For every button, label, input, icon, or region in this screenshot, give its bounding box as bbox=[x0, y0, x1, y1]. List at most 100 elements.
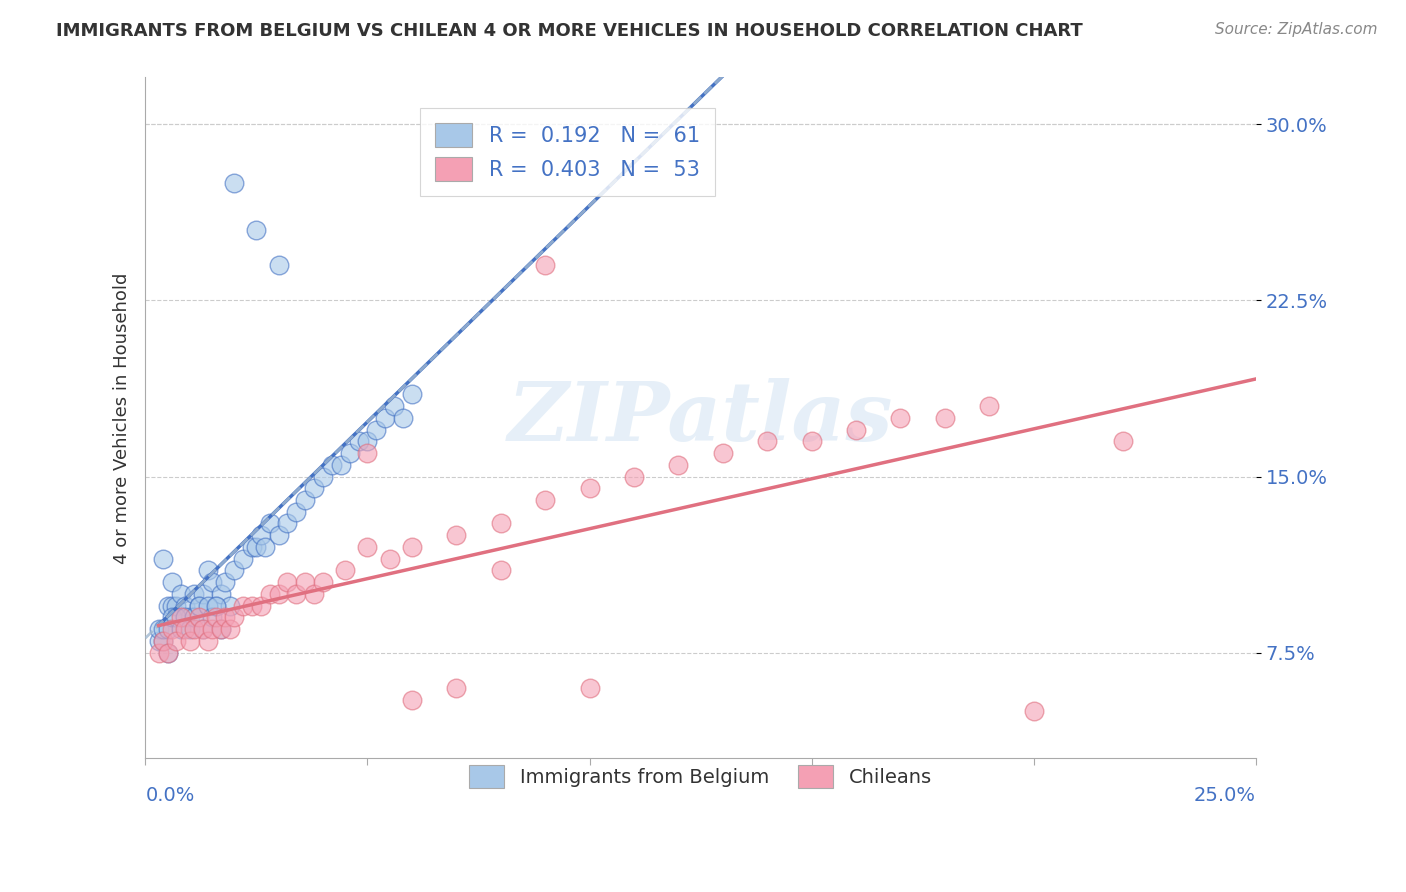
Point bbox=[240, 599, 263, 613]
Point bbox=[356, 434, 378, 449]
Point bbox=[197, 599, 219, 613]
Point bbox=[889, 410, 911, 425]
Point bbox=[276, 575, 298, 590]
Point bbox=[800, 434, 823, 449]
Point bbox=[578, 681, 600, 695]
Point bbox=[174, 599, 197, 613]
Point bbox=[179, 633, 201, 648]
Point bbox=[245, 223, 267, 237]
Point bbox=[446, 681, 468, 695]
Point bbox=[285, 505, 308, 519]
Point bbox=[187, 610, 209, 624]
Point bbox=[489, 516, 512, 531]
Y-axis label: 4 or more Vehicles in Household: 4 or more Vehicles in Household bbox=[114, 272, 131, 564]
Point bbox=[489, 563, 512, 577]
Point bbox=[302, 481, 325, 495]
Point bbox=[979, 399, 1001, 413]
Point bbox=[259, 587, 281, 601]
Point bbox=[711, 446, 734, 460]
Point bbox=[148, 646, 170, 660]
Point bbox=[249, 528, 271, 542]
Point bbox=[392, 410, 415, 425]
Point bbox=[160, 610, 183, 624]
Point bbox=[335, 563, 357, 577]
Point bbox=[267, 258, 290, 272]
Point bbox=[205, 599, 228, 613]
Point bbox=[218, 599, 240, 613]
Point bbox=[245, 540, 267, 554]
Point bbox=[179, 622, 201, 636]
Point bbox=[276, 516, 298, 531]
Point bbox=[183, 622, 205, 636]
Point bbox=[187, 599, 209, 613]
Point bbox=[152, 633, 174, 648]
Point bbox=[347, 434, 370, 449]
Point bbox=[174, 610, 197, 624]
Text: 25.0%: 25.0% bbox=[1194, 787, 1256, 805]
Point bbox=[214, 610, 236, 624]
Point bbox=[356, 540, 378, 554]
Point bbox=[446, 528, 468, 542]
Point bbox=[170, 587, 193, 601]
Text: Source: ZipAtlas.com: Source: ZipAtlas.com bbox=[1215, 22, 1378, 37]
Text: 0.0%: 0.0% bbox=[145, 787, 194, 805]
Point bbox=[197, 563, 219, 577]
Point bbox=[845, 423, 868, 437]
Point bbox=[302, 587, 325, 601]
Point bbox=[152, 622, 174, 636]
Point bbox=[321, 458, 343, 472]
Point bbox=[156, 646, 179, 660]
Point bbox=[285, 587, 308, 601]
Point bbox=[240, 540, 263, 554]
Point bbox=[191, 622, 214, 636]
Point bbox=[209, 622, 232, 636]
Point bbox=[152, 551, 174, 566]
Point bbox=[209, 622, 232, 636]
Point bbox=[201, 610, 224, 624]
Point bbox=[165, 610, 187, 624]
Point bbox=[183, 587, 205, 601]
Point bbox=[152, 633, 174, 648]
Point bbox=[170, 610, 193, 624]
Point bbox=[249, 599, 271, 613]
Point bbox=[666, 458, 689, 472]
Point bbox=[148, 633, 170, 648]
Point bbox=[165, 633, 187, 648]
Point bbox=[191, 587, 214, 601]
Point bbox=[382, 399, 405, 413]
Point bbox=[183, 610, 205, 624]
Point bbox=[378, 551, 401, 566]
Point bbox=[259, 516, 281, 531]
Point bbox=[209, 587, 232, 601]
Point bbox=[756, 434, 779, 449]
Point bbox=[160, 575, 183, 590]
Point bbox=[934, 410, 956, 425]
Point bbox=[294, 493, 316, 508]
Point bbox=[197, 633, 219, 648]
Point bbox=[160, 599, 183, 613]
Point bbox=[401, 692, 423, 706]
Point bbox=[312, 575, 335, 590]
Point bbox=[366, 423, 388, 437]
Point bbox=[339, 446, 361, 460]
Point bbox=[179, 610, 201, 624]
Point bbox=[191, 622, 214, 636]
Point bbox=[232, 551, 254, 566]
Point bbox=[160, 622, 183, 636]
Point bbox=[312, 469, 335, 483]
Text: ZIPatlas: ZIPatlas bbox=[508, 378, 893, 458]
Point bbox=[156, 622, 179, 636]
Point bbox=[534, 493, 557, 508]
Point bbox=[267, 587, 290, 601]
Point bbox=[205, 610, 228, 624]
Point bbox=[156, 646, 179, 660]
Point bbox=[201, 575, 224, 590]
Point bbox=[534, 258, 557, 272]
Point bbox=[356, 446, 378, 460]
Point bbox=[1022, 704, 1045, 718]
Point bbox=[329, 458, 352, 472]
Point bbox=[267, 528, 290, 542]
Point bbox=[224, 563, 246, 577]
Point bbox=[401, 540, 423, 554]
Point bbox=[623, 469, 645, 483]
